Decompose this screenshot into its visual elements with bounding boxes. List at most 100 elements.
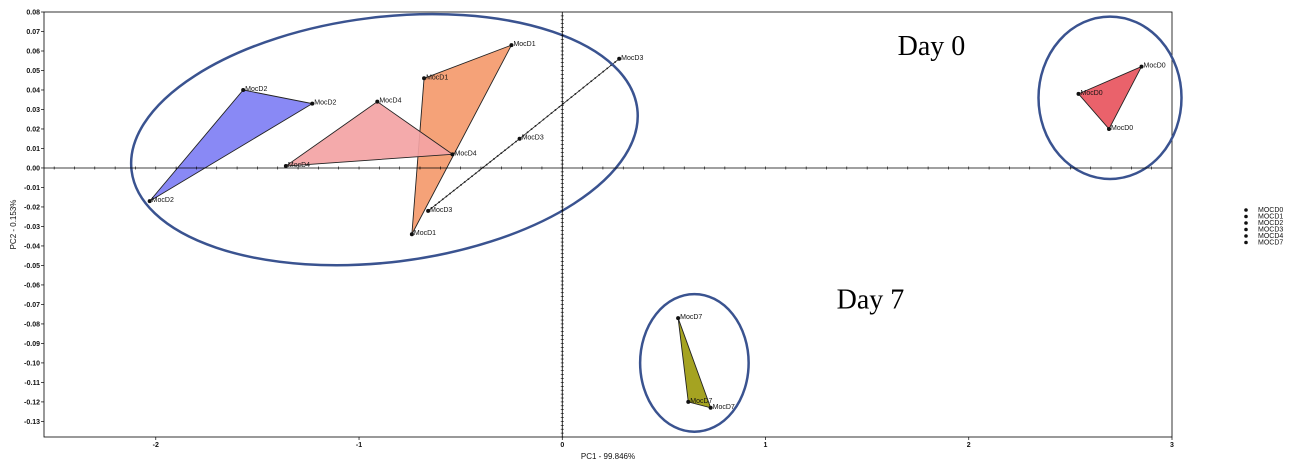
- series-line-dot: [445, 195, 448, 198]
- y-tick-label: 0.08: [26, 10, 40, 17]
- series-line-dot: [598, 73, 601, 76]
- legend-label: MOCD2: [1258, 220, 1283, 227]
- point-label: MocD2: [245, 86, 267, 93]
- y-tick-label: -0.09: [24, 341, 40, 348]
- point-label: MocD3: [621, 55, 643, 62]
- cluster-ellipses: [129, 12, 1183, 434]
- y-tick-label: -0.02: [24, 204, 40, 211]
- legend-label: MOCD3: [1258, 227, 1283, 234]
- x-tick-label: 0: [560, 442, 564, 449]
- series-line-dot: [430, 207, 433, 209]
- series-line-dot: [526, 131, 529, 134]
- x-tick-label: 1: [764, 442, 768, 449]
- data-points: MocD0 MocD0 MocD0 MocD1 MocD1 MocD1 MocD2 MocD2…: [147, 41, 1166, 411]
- annotation-text: Day 7: [837, 284, 905, 315]
- data-point: [310, 101, 315, 106]
- point-label: MocD0: [1111, 125, 1133, 132]
- data-point: [409, 232, 414, 237]
- series-line-dot: [586, 83, 589, 86]
- x-tick-label: -2: [153, 442, 159, 449]
- x-axis-label: PC1 - 99.846%: [581, 452, 635, 461]
- legend-label: MOCD1: [1258, 214, 1283, 221]
- series-line-dot: [558, 105, 561, 108]
- data-point: [241, 87, 246, 92]
- series-line-dot: [594, 77, 597, 79]
- series-line-dot: [550, 112, 553, 115]
- series-line-dot: [570, 96, 573, 99]
- data-point: [375, 99, 380, 104]
- annotations: Day 0 Day 7: [837, 31, 966, 315]
- series-polygons: [149, 44, 1143, 409]
- series-line-dot: [456, 186, 459, 189]
- point-label: MocD4: [288, 162, 310, 169]
- y-tick-label: 0.06: [26, 48, 40, 55]
- point-label: MocD1: [426, 74, 448, 81]
- point-label: MocD3: [522, 135, 544, 142]
- legend-label: MOCD7: [1258, 240, 1283, 247]
- y-tick-label: 0.01: [26, 146, 40, 153]
- data-point: [1106, 126, 1111, 131]
- series-line-dot: [582, 86, 585, 89]
- point-label: MocD7: [680, 314, 702, 321]
- data-point: [422, 76, 427, 81]
- cluster-ellipse: [638, 292, 750, 434]
- data-point: [676, 316, 681, 321]
- series-line-dot: [578, 89, 581, 92]
- point-label: MocD0: [1144, 63, 1166, 70]
- series-line-dot: [478, 169, 481, 172]
- series-line-dot: [500, 152, 503, 155]
- legend-label: MOCD0: [1258, 207, 1283, 214]
- series-line-dot: [566, 99, 569, 102]
- y-tick-label: -0.11: [24, 380, 40, 387]
- data-point: [509, 43, 514, 48]
- legend-marker: [1244, 208, 1248, 212]
- point-label: MocD1: [513, 41, 535, 48]
- point-label: MocD4: [379, 98, 401, 105]
- series-line-dot: [504, 149, 506, 152]
- series-line-dot: [449, 192, 451, 195]
- data-point: [617, 56, 622, 61]
- series-line-dot: [538, 121, 541, 124]
- y-tick-label: -0.03: [24, 224, 40, 231]
- plot-frame-border: [43, 11, 1173, 438]
- legend-label: MOCD4: [1258, 233, 1283, 240]
- point-label: MocD1: [414, 230, 436, 237]
- y-tick-label: 0.03: [26, 107, 40, 114]
- data-point: [686, 399, 691, 404]
- y-axis-label: PC2 - 0.153%: [9, 200, 18, 250]
- annotation-text: Day 0: [898, 31, 966, 62]
- y-tick-label: 0.07: [26, 29, 40, 36]
- data-point: [283, 164, 288, 169]
- legend-marker: [1244, 234, 1248, 238]
- legend-marker: [1244, 214, 1248, 219]
- series-line-dot: [438, 201, 441, 204]
- series-line-dot: [485, 163, 488, 166]
- y-tick-label: -0.13: [24, 419, 40, 426]
- series-line-dot: [460, 183, 462, 186]
- series-line-dot: [590, 80, 593, 83]
- series-line-dot: [489, 160, 492, 163]
- series-line-dot: [614, 61, 617, 63]
- y-tick-label: -0.08: [24, 321, 40, 328]
- series-line-dot: [474, 172, 477, 175]
- series-polygon-mocd2: [149, 89, 314, 202]
- legend-marker: [1244, 240, 1248, 245]
- point-label: MocD7: [690, 398, 712, 405]
- point-label: MocD4: [455, 150, 477, 157]
- legend-marker: [1244, 221, 1248, 225]
- series-line-dot: [441, 198, 444, 201]
- series-line-dot: [496, 155, 499, 157]
- series-polygon-mocd4: [284, 101, 454, 167]
- series-line-dot: [467, 178, 470, 181]
- series-line-dot: [562, 102, 565, 105]
- axes: 0.08 0.07 0.06 0.05 0.04 0.03 0.02 0.01 0.00 -0.0…: [24, 10, 1174, 450]
- series-line-dot: [434, 204, 437, 206]
- series-line-dot: [542, 118, 545, 121]
- series-polygon-mocd7: [677, 317, 712, 409]
- series-line-dot: [530, 128, 533, 131]
- point-label: MocD2: [152, 197, 174, 204]
- legend-marker: [1244, 227, 1248, 232]
- y-tick-label: -0.12: [24, 399, 40, 406]
